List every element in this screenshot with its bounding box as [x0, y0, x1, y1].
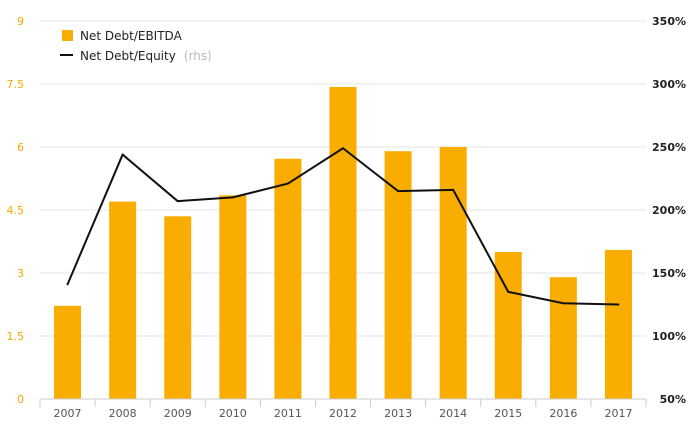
y-left-tick-label: 7.5	[7, 78, 25, 91]
line-point	[507, 290, 510, 293]
y-right-tick-label: 100%	[652, 330, 686, 343]
axes: 0 1.5 3 4.5 6 7.5 9 50% 100% 150% 200% 250% 300% 350%…	[7, 15, 687, 420]
line-point	[286, 182, 289, 185]
line-point	[176, 200, 179, 203]
legend-label-line: Net Debt/Equity	[80, 49, 176, 63]
line-point	[617, 303, 620, 306]
line-series	[66, 147, 620, 306]
line-point	[342, 147, 344, 150]
x-tick-label: 2011	[274, 407, 302, 420]
y-left-tick-label: 4.5	[7, 204, 25, 217]
y-left-tick-label: 1.5	[7, 330, 25, 343]
x-tick-label: 2014	[439, 407, 467, 420]
y-right-tick-label: 50%	[660, 393, 686, 406]
x-tick-label: 2010	[219, 407, 247, 420]
bar	[549, 277, 577, 399]
bar	[219, 195, 247, 399]
y-left-tick-label: 3	[17, 267, 24, 280]
y-right-tick-label: 150%	[652, 267, 686, 280]
x-tick-label: 2007	[54, 407, 82, 420]
bar	[439, 147, 467, 399]
legend-label-line-suffix: (rhs)	[184, 49, 212, 63]
y-left-tick-label: 6	[17, 141, 24, 154]
y-right-tick-label: 300%	[652, 78, 686, 91]
y-right-tick-label: 200%	[652, 204, 686, 217]
line-point	[562, 302, 565, 305]
y-right-tick-label: 250%	[652, 141, 686, 154]
line-point	[231, 196, 234, 199]
x-tick-label: 2008	[109, 407, 137, 420]
line-point	[452, 188, 455, 191]
bar	[604, 249, 632, 399]
x-tick-label: 2015	[494, 407, 522, 420]
y-left-tick-label: 0	[17, 393, 24, 406]
legend-swatch-bar	[62, 30, 73, 41]
x-tick-label: 2017	[604, 407, 632, 420]
y-right-tick-label: 350%	[652, 15, 686, 28]
legend: Net Debt/EBITDA Net Debt/Equity (rhs)	[60, 29, 212, 64]
bar	[274, 158, 302, 399]
line-point	[66, 283, 69, 286]
line-point	[397, 190, 400, 193]
x-tick-label: 2012	[329, 407, 357, 420]
legend-label-bar: Net Debt/EBITDA	[80, 29, 183, 43]
line-point	[121, 153, 124, 156]
y-left-tick-label: 9	[17, 15, 24, 28]
bar	[164, 216, 192, 399]
x-tick-label: 2016	[549, 407, 577, 420]
bar-series	[54, 86, 632, 399]
bar	[54, 305, 82, 399]
svg-text:Net Debt/Equity (rhs): Net Debt/Equity (rhs)	[80, 47, 212, 64]
bar	[329, 86, 357, 399]
x-tick-label: 2013	[384, 407, 412, 420]
bar	[109, 201, 137, 399]
x-tick-label: 2009	[164, 407, 192, 420]
bar	[384, 151, 412, 399]
